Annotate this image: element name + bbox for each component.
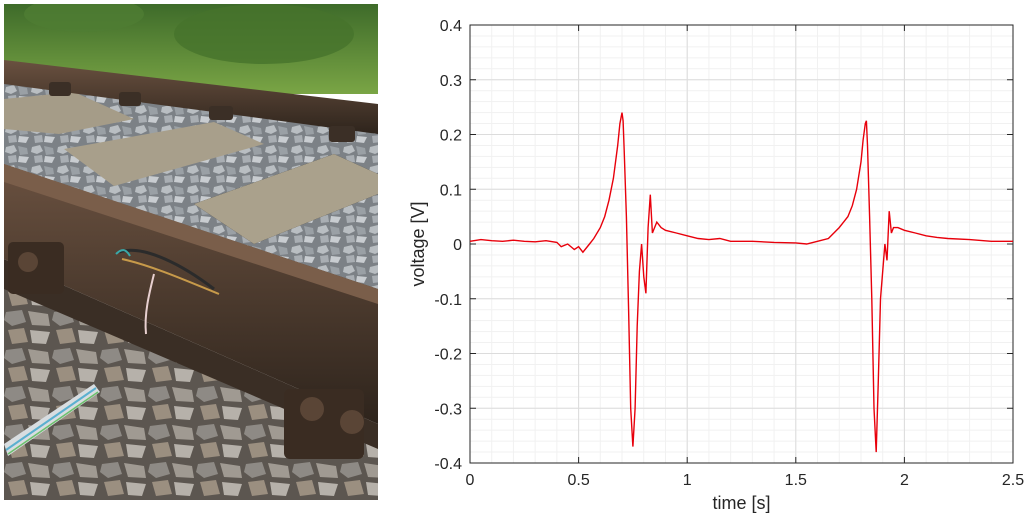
y-axis-ticks: -0.4 -0.3 -0.2 -0.1 0 0.1 0.2 0.3 0.4 — [434, 18, 1013, 473]
railway-track-photo — [4, 4, 378, 500]
railway-track-illustration — [4, 4, 378, 500]
y-tick-label: -0.3 — [434, 401, 462, 418]
y-tick-label: -0.1 — [434, 292, 462, 309]
y-tick-label: 0.2 — [440, 128, 462, 145]
x-tick-label: 1.5 — [785, 472, 807, 489]
voltage-time-chart: 0 0.5 1 1.5 2 2.5 -0.4 -0.3 -0.2 -0.1 0 0.1 0.2 0.3 0… — [390, 0, 1029, 519]
y-tick-label: -0.2 — [434, 347, 462, 364]
x-tick-label: 0.5 — [567, 472, 589, 489]
chart-svg: 0 0.5 1 1.5 2 2.5 -0.4-0.3-0.2-0.100.10.20.30… — [408, 18, 1024, 513]
y-tick-label: 0.1 — [440, 182, 462, 199]
x-axis-ticks: 0 0.5 1 1.5 2 2.5 — [466, 25, 1024, 489]
voltage-series-line — [469, 112, 1013, 453]
x-tick-label: 1 — [683, 472, 692, 489]
y-tick-label: 0.4 — [440, 18, 462, 35]
y-tick-label: 0 — [453, 237, 462, 254]
x-axis-label: time [s] — [712, 493, 770, 513]
y-axis-label: voltage [V] — [408, 201, 428, 286]
x-tick-label: 0 — [466, 472, 475, 489]
x-tick-label: 2 — [900, 472, 909, 489]
x-tick-label: 2.5 — [1002, 472, 1024, 489]
y-tick-label: -0.4 — [434, 456, 462, 473]
y-tick-label: 0.3 — [440, 73, 462, 90]
